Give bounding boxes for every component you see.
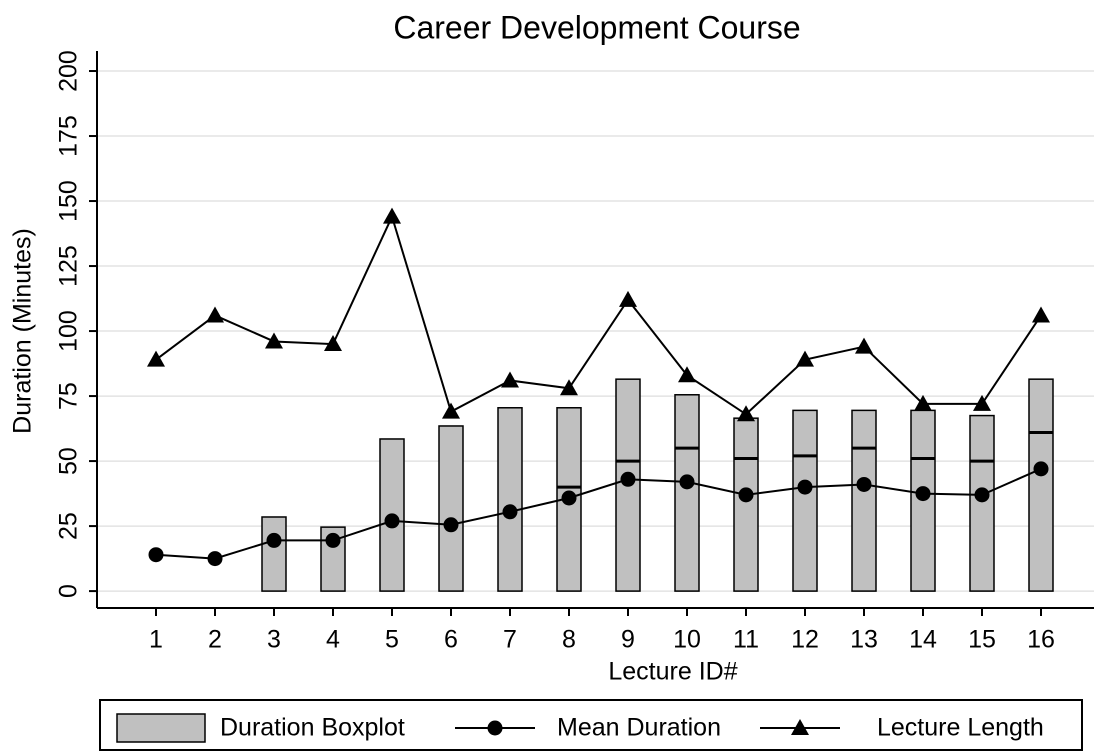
point: [1032, 306, 1050, 323]
legend-marker: [487, 720, 503, 736]
x-tick-label: 3: [267, 626, 281, 654]
point: [914, 394, 932, 411]
point: [620, 471, 636, 487]
point: [443, 517, 459, 533]
point: [501, 371, 519, 388]
box: [674, 394, 700, 592]
x-tick-label: 10: [673, 626, 701, 654]
point: [207, 551, 223, 567]
x-tick-label: 14: [909, 626, 937, 654]
point: [973, 394, 991, 411]
point: [383, 207, 401, 224]
x-tick-label: 9: [621, 626, 635, 654]
box: [969, 414, 995, 592]
point: [560, 379, 578, 396]
x-tick-label: 6: [444, 626, 458, 654]
point: [265, 332, 283, 349]
point: [738, 487, 754, 503]
y-tick-label: 50: [55, 447, 83, 475]
x-tick-label: 15: [968, 626, 996, 654]
x-tick-label: 7: [503, 626, 517, 654]
point: [619, 290, 637, 307]
point: [974, 487, 990, 503]
point: [325, 532, 341, 548]
y-tick-label: 25: [55, 512, 83, 540]
y-tick-label: 100: [55, 310, 83, 352]
legend-label: Mean Duration: [557, 714, 721, 742]
point: [1033, 461, 1049, 477]
box: [1028, 378, 1054, 592]
line: [155, 467, 1042, 560]
point: [324, 335, 342, 352]
box: [792, 409, 818, 592]
box: [851, 409, 877, 592]
y-tick-label: 200: [55, 50, 83, 92]
x-tick-label: 13: [850, 626, 878, 654]
point: [797, 479, 813, 495]
box: [438, 425, 464, 592]
chart-title: Career Development Course: [393, 9, 800, 45]
point: [561, 490, 577, 506]
legend-box: [99, 699, 1083, 751]
x-tick-label: 8: [562, 626, 576, 654]
point: [856, 476, 872, 492]
x-tick-label: 4: [326, 626, 340, 654]
point: [915, 486, 931, 502]
point: [147, 350, 165, 367]
y-tick-label: 75: [55, 382, 83, 410]
y-tick-label: 175: [55, 115, 83, 157]
point: [384, 513, 400, 529]
point: [855, 337, 873, 354]
x-axis-label: Lecture ID#: [608, 658, 737, 686]
point: [442, 402, 460, 419]
legend-label: Duration Boxplot: [220, 714, 405, 742]
point: [502, 504, 518, 520]
legend-swatch: [116, 713, 206, 743]
legend-marker: [791, 719, 809, 735]
box: [497, 407, 523, 592]
y-axis-label: Duration (Minutes): [9, 228, 37, 434]
point: [206, 306, 224, 323]
point: [679, 474, 695, 490]
line: [155, 213, 1042, 416]
point: [796, 350, 814, 367]
box: [261, 516, 287, 592]
x-tick-label: 12: [791, 626, 819, 654]
y-tick-label: 0: [55, 584, 83, 598]
point: [148, 547, 164, 563]
point: [266, 532, 282, 548]
x-tick-label: 5: [385, 626, 399, 654]
point: [737, 405, 755, 422]
box: [733, 417, 759, 592]
x-tick-label: 2: [208, 626, 222, 654]
x-tick-label: 1: [149, 626, 163, 654]
legend-label: Lecture Length: [877, 714, 1044, 742]
x-tick-label: 11: [733, 626, 759, 654]
point: [678, 366, 696, 383]
x-tick-label: 16: [1027, 626, 1055, 654]
y-tick-label: 125: [55, 245, 83, 287]
y-tick-label: 150: [55, 180, 83, 222]
